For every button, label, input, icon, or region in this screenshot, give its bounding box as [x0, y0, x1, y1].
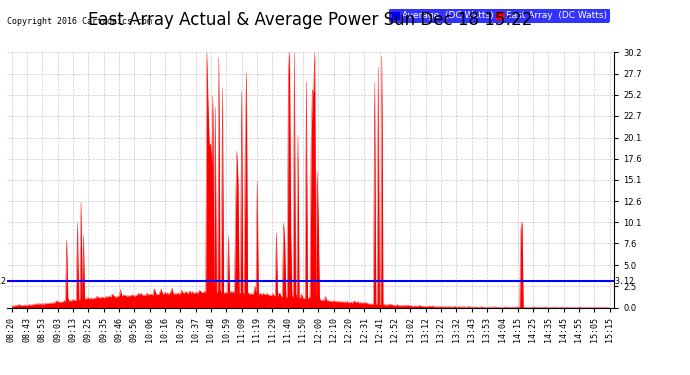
Text: 3.12: 3.12: [0, 277, 6, 286]
Legend: Average  (DC Watts), East Array  (DC Watts): Average (DC Watts), East Array (DC Watts…: [389, 9, 609, 23]
Text: 3.12: 3.12: [615, 277, 635, 286]
Text: Copyright 2016 Cartronics.com: Copyright 2016 Cartronics.com: [7, 17, 152, 26]
Text: East Array Actual & Average Power Sun Dec 18 15:22: East Array Actual & Average Power Sun De…: [88, 11, 533, 29]
